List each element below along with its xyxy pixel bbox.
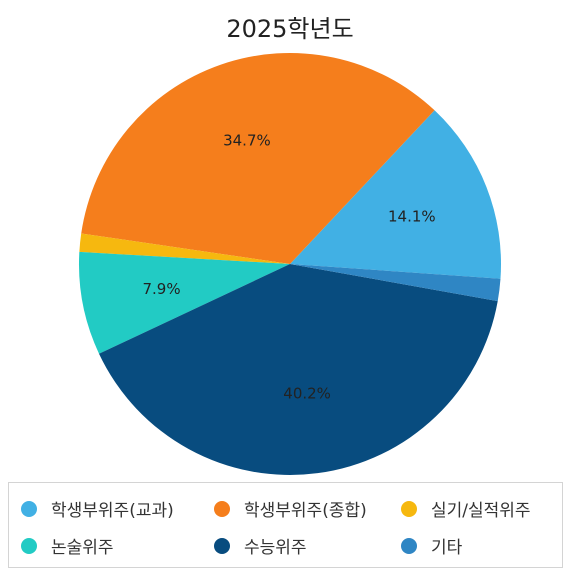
pie-slice-1[interactable] — [81, 53, 435, 265]
legend-item-3[interactable]: 논술위주 — [21, 533, 114, 558]
legend-marker-4 — [214, 537, 230, 554]
slice-label-0: 14.1% — [388, 207, 436, 225]
pie-chart: 2025학년도 14.1% 34.7% 7.9% 40.2% — [79, 15, 502, 475]
legend: 학생부위주(교과) 학생부위주(종합) 실기/실적위주 논술위주 수능위주 기타 — [8, 482, 563, 568]
legend-label-5: 기타 — [431, 538, 463, 558]
legend-marker-3 — [21, 537, 37, 554]
legend-label-3: 논술위주 — [51, 538, 114, 558]
legend-label-4: 수능위주 — [244, 538, 307, 558]
pie-slice-5[interactable] — [290, 264, 501, 302]
legend-marker-2 — [401, 500, 417, 517]
legend-marker-0 — [21, 500, 37, 517]
legend-label-1: 학생부위주(종합) — [244, 501, 367, 521]
pie-slice-0[interactable] — [290, 110, 502, 279]
legend-item-0[interactable]: 학생부위주(교과) — [21, 496, 174, 521]
pie-slice-4[interactable] — [99, 264, 498, 475]
pie-slice-3[interactable] — [79, 251, 290, 354]
chart-title: 2025학년도 — [226, 15, 353, 43]
legend-label-0: 학생부위주(교과) — [51, 501, 174, 521]
legend-label-2: 실기/실적위주 — [431, 501, 531, 521]
slice-label-3: 7.9% — [143, 280, 181, 298]
legend-marker-5 — [401, 537, 417, 554]
slice-label-1: 34.7% — [223, 131, 271, 149]
legend-item-1[interactable]: 학생부위주(종합) — [214, 496, 367, 521]
legend-marker-1 — [214, 500, 230, 517]
legend-item-2[interactable]: 실기/실적위주 — [401, 496, 531, 521]
legend-item-4[interactable]: 수능위주 — [214, 533, 307, 558]
legend-item-5[interactable]: 기타 — [401, 533, 462, 558]
pie-slice-2[interactable] — [79, 233, 291, 264]
slice-label-4: 40.2% — [283, 385, 331, 403]
